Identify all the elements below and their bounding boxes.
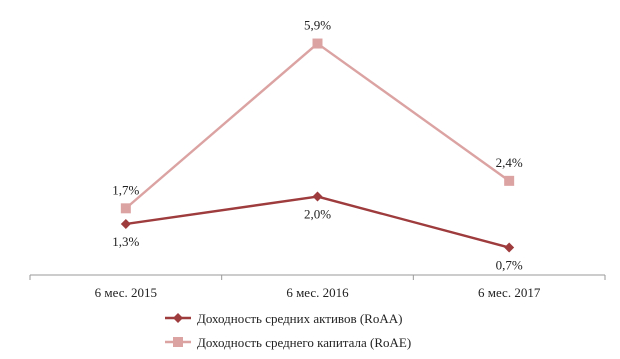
diamond-marker: [120, 219, 131, 229]
diamond-marker: [312, 191, 323, 202]
legend-label: Доходность средних активов (RoAA): [197, 311, 402, 326]
legend: Доходность средних активов (RoAA) Доходно…: [165, 311, 411, 350]
data-label: 2,4%: [496, 155, 523, 170]
data-label: 1,7%: [112, 182, 139, 197]
legend-diamond-marker: [173, 313, 183, 323]
data-labels: 1,3% 2,0% 0,7% 1,7% 5,9% 2,4%: [112, 18, 523, 273]
series-line: [125, 42, 510, 210]
square-marker: [504, 175, 515, 186]
series-line: [125, 195, 510, 249]
diamond-marker: [504, 242, 515, 253]
data-label: 2,0%: [304, 207, 331, 222]
data-label: 0,7%: [496, 258, 523, 273]
legend-square-marker: [173, 337, 183, 347]
x-tick-label: 6 мес. 2015: [95, 285, 157, 300]
square-marker: [312, 38, 323, 49]
legend-label: Доходность среднего капитала (RoAE): [197, 335, 411, 350]
x-tick-label: 6 мес. 2016: [286, 285, 349, 300]
x-tick-label: 6 мес. 2017: [478, 285, 541, 300]
series-markers: [120, 38, 515, 253]
square-marker: [120, 203, 131, 214]
data-label: 1,3%: [112, 234, 139, 249]
data-label: 5,9%: [304, 18, 331, 33]
x-axis: 6 мес. 2015 6 мес. 2016 6 мес. 2017: [29, 274, 606, 300]
